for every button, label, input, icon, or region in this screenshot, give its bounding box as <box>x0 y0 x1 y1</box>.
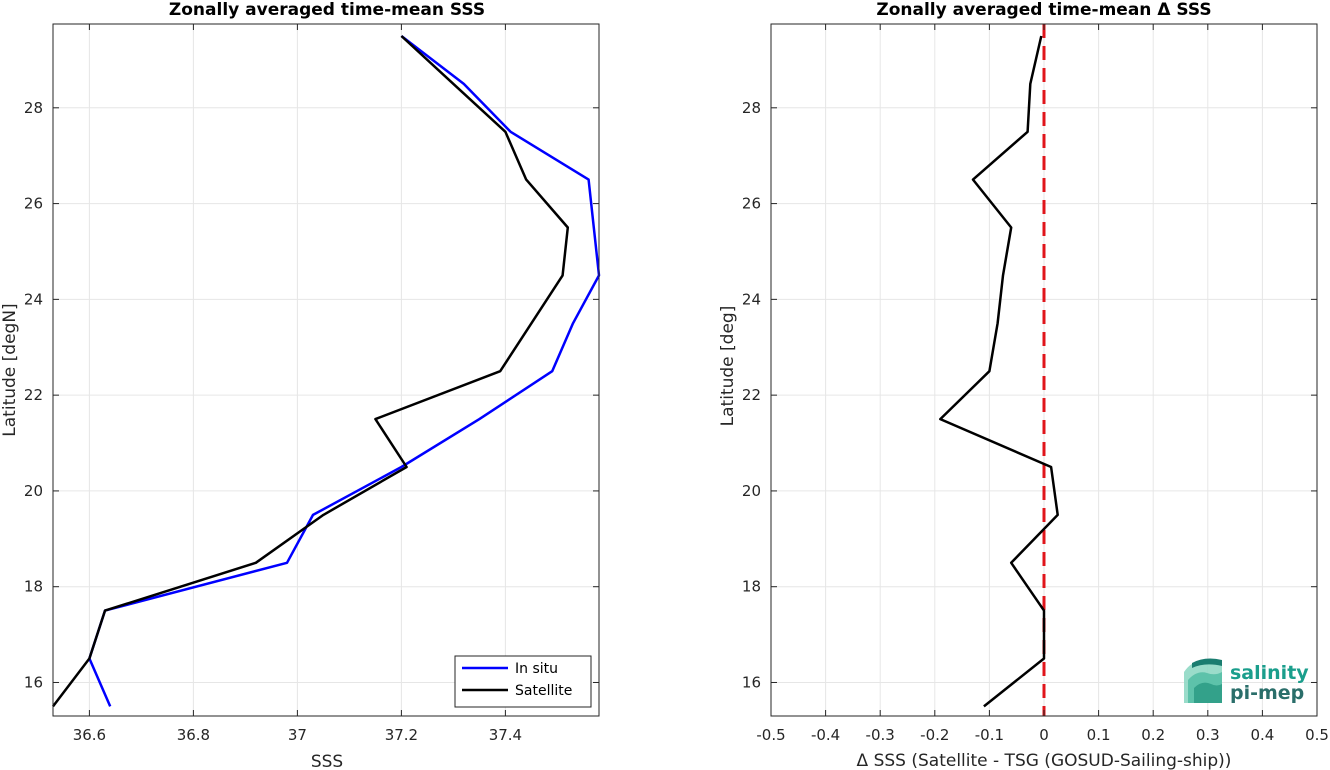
right-y-tick-label: 20 <box>742 482 761 500</box>
right-x-tick-label: 0.5 <box>1305 726 1329 744</box>
left-axes-box <box>52 23 600 717</box>
legend-label-in-situ: In situ <box>515 661 558 677</box>
left-y-tick-label: 28 <box>24 99 43 117</box>
right-x-axis-label: Δ SSS (Satellite - TSG (GOSUD-Sailing-sh… <box>857 751 1232 770</box>
left-series-group <box>52 35 601 708</box>
legend-box <box>454 655 592 708</box>
right-x-tick-label: -0.1 <box>975 726 1004 744</box>
right-x-tick-label: -0.4 <box>811 726 840 744</box>
right-x-tick-label: -0.3 <box>866 726 895 744</box>
left-x-tick-label: 37 <box>288 726 307 744</box>
right-y-tick-label: 24 <box>742 290 761 308</box>
left-x-tick-label: 37.2 <box>385 726 418 744</box>
left-chart-title: Zonally averaged time-mean SSS <box>169 0 485 20</box>
wave-logo-icon <box>1184 658 1222 703</box>
left-x-tick-label: 37.4 <box>489 726 522 744</box>
left-y-tick-label: 16 <box>24 673 43 691</box>
left-y-tick-label: 22 <box>24 386 43 404</box>
left-y-tick-label: 24 <box>24 290 43 308</box>
left-x-tick-label: 36.6 <box>73 726 106 744</box>
right-ticks: -0.5 -0.4 -0.3 -0.2 -0.1 0 0.1 0.2 0.3 0.4 0.5 16 18… <box>742 24 1329 744</box>
panel-left-sss: Zonally averaged time-mean SSS 36.6 36.8 3… <box>0 0 601 770</box>
left-grid <box>53 24 599 716</box>
left-y-tick-label: 18 <box>24 578 43 596</box>
right-x-tick-label: 0.1 <box>1087 726 1111 744</box>
salinity-pi-mep-logo: salinity pi-mep <box>1184 658 1309 704</box>
right-chart-title: Zonally averaged time-mean Δ SSS <box>876 0 1211 20</box>
right-y-axis-label: Latitude [deg] <box>718 306 738 427</box>
left-y-tick-label: 26 <box>24 195 43 213</box>
right-series-line-delta-sss <box>939 35 1059 708</box>
right-y-tick-label: 22 <box>742 386 761 404</box>
right-x-tick-label: -0.5 <box>756 726 785 744</box>
right-x-tick-label: 0.2 <box>1141 726 1165 744</box>
legend: In situ Satellite <box>454 655 592 708</box>
left-y-tick-label: 20 <box>24 482 43 500</box>
logo-text-salinity: salinity <box>1230 662 1309 684</box>
right-y-tick-label: 26 <box>742 195 761 213</box>
right-y-tick-label: 28 <box>742 99 761 117</box>
right-x-tick-label: -0.2 <box>920 726 949 744</box>
left-x-axis-label: SSS <box>311 752 343 770</box>
right-x-tick-label: 0 <box>1039 726 1049 744</box>
panel-right-delta-sss: Zonally averaged time-mean Δ SSS -0.5 -0.… <box>718 0 1329 770</box>
right-series-group <box>939 35 1059 708</box>
logo-text-pi-mep: pi-mep <box>1230 682 1304 704</box>
left-x-tick-label: 36.8 <box>177 726 210 744</box>
left-ticks: 36.6 36.8 37 37.2 37.4 16 18 20 22 24 26 28 <box>24 24 599 744</box>
right-y-tick-label: 18 <box>742 578 761 596</box>
left-series-line-in-situ <box>88 35 601 707</box>
left-series-line-satellite <box>52 35 570 708</box>
right-x-tick-label: 0.3 <box>1196 726 1220 744</box>
right-y-tick-label: 16 <box>742 673 761 691</box>
legend-label-satellite: Satellite <box>515 683 572 699</box>
right-x-tick-label: 0.4 <box>1250 726 1274 744</box>
left-y-axis-label: Latitude [degN] <box>0 303 20 436</box>
